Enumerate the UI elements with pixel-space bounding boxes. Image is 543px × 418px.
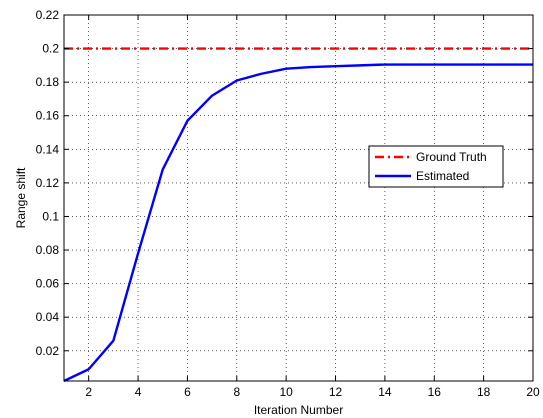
y-tick-label: 0.22	[36, 8, 60, 22]
y-tick-label: 0.18	[36, 75, 60, 89]
legend-label-estimated: Estimated	[416, 169, 469, 183]
y-axis-label: Range shift	[14, 167, 28, 228]
x-tick-label: 18	[477, 385, 491, 399]
y-tick-label: 0.16	[36, 109, 60, 123]
y-tick-label: 0.02	[36, 344, 60, 358]
legend-label-ground-truth: Ground Truth	[416, 150, 487, 164]
axis-ticks: 2 4 6 8 10 12 14 16 18 20 0.02 0.04 0.06 0.08 0.1 0.12 0…	[36, 8, 540, 399]
x-tick-label: 10	[279, 385, 293, 399]
x-tick-label: 12	[329, 385, 343, 399]
x-tick-label: 2	[85, 385, 92, 399]
x-tick-label: 14	[378, 385, 392, 399]
x-tick-label: 6	[184, 385, 191, 399]
y-tick-label: 0.08	[36, 243, 60, 257]
y-tick-label: 0.06	[36, 277, 60, 291]
y-tick-label: 0.2	[42, 42, 59, 56]
grid	[64, 15, 533, 381]
x-tick-label: 8	[233, 385, 240, 399]
legend: Ground Truth Estimated	[368, 145, 504, 188]
y-tick-label: 0.04	[36, 310, 60, 324]
series-group	[63, 47, 533, 383]
y-tick-label: 0.12	[36, 176, 60, 190]
x-tick-label: 16	[428, 385, 442, 399]
y-tick-label: 0.14	[36, 142, 60, 156]
x-tick-label: 20	[526, 385, 540, 399]
legend-box	[368, 145, 504, 188]
y-tick-label: 0.1	[42, 209, 59, 223]
x-tick-label: 4	[135, 385, 142, 399]
x-axis-label: Iteration Number	[254, 403, 343, 417]
series-line-estimated	[63, 63, 533, 383]
plot-frame	[63, 14, 534, 382]
